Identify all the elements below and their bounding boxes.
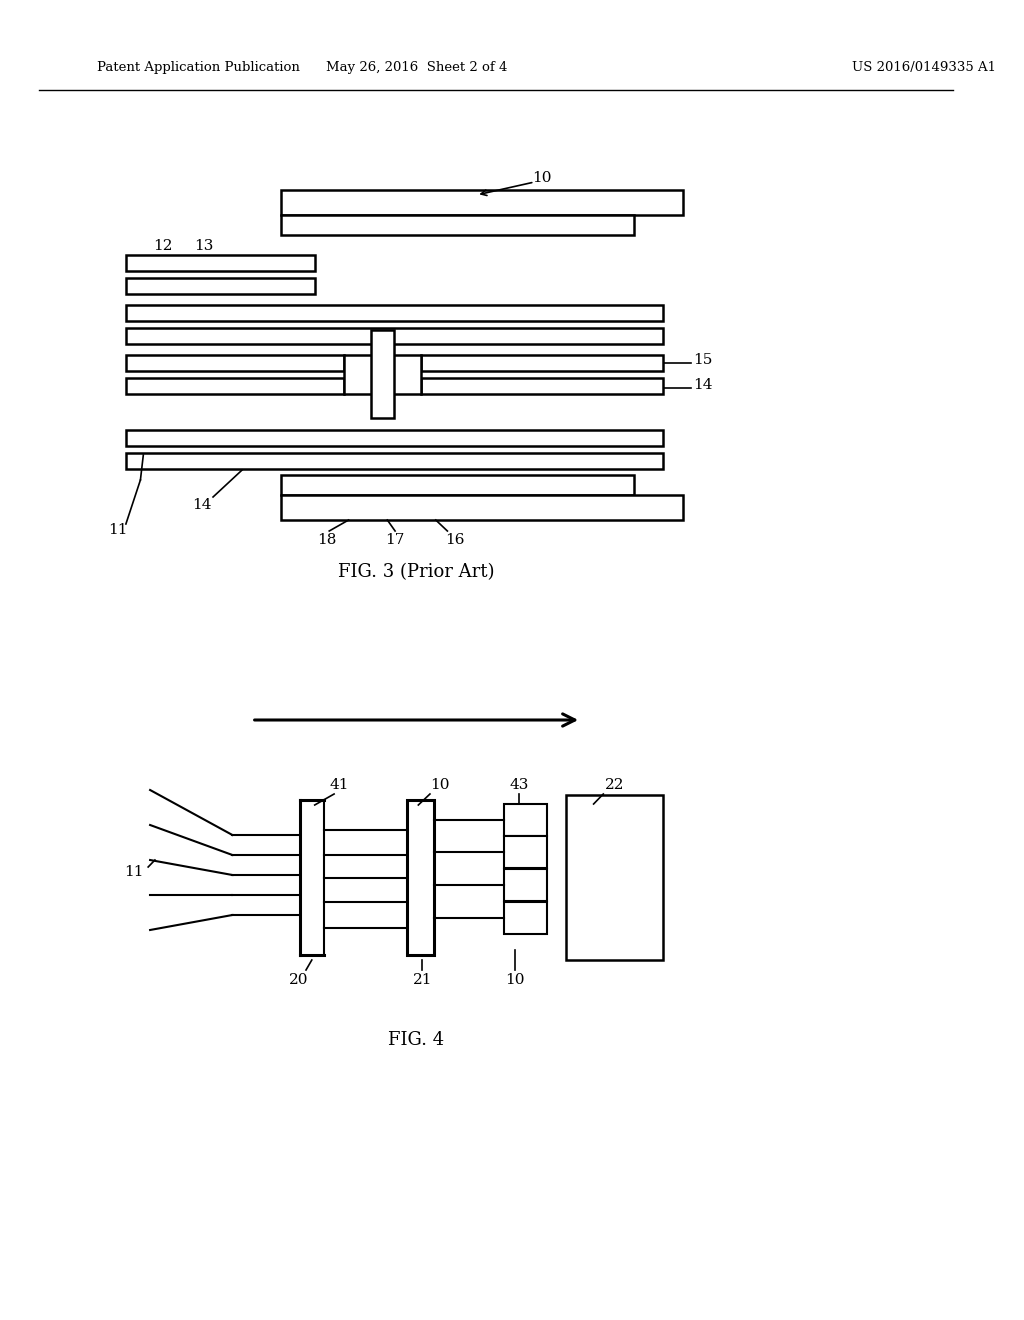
Text: 14: 14 [191, 498, 211, 512]
Text: 15: 15 [693, 352, 713, 367]
Bar [421, 378, 664, 393]
Text: FIG. 4: FIG. 4 [388, 1031, 444, 1049]
Bar [126, 378, 344, 393]
Text: 12: 12 [153, 239, 172, 253]
Text: FIG. 3 (Prior Art): FIG. 3 (Prior Art) [338, 564, 495, 581]
Bar [566, 795, 664, 960]
Bar [504, 804, 547, 836]
Text: 13: 13 [194, 239, 213, 253]
Text: 10: 10 [506, 973, 525, 987]
Bar [504, 836, 547, 869]
Text: 17: 17 [385, 533, 404, 546]
Text: 14: 14 [693, 378, 713, 392]
Bar [126, 355, 344, 371]
Bar [421, 355, 664, 371]
Bar [504, 902, 547, 935]
Text: US 2016/0149335 A1: US 2016/0149335 A1 [852, 62, 996, 74]
Text: 11: 11 [124, 865, 143, 879]
Bar [126, 255, 314, 271]
Bar [126, 430, 664, 446]
Bar [281, 215, 634, 235]
Bar [126, 327, 664, 345]
Text: 41: 41 [329, 777, 349, 792]
Text: 10: 10 [430, 777, 450, 792]
Bar [371, 330, 394, 418]
Text: 18: 18 [317, 533, 337, 546]
Text: 21: 21 [413, 973, 432, 987]
Bar [281, 475, 634, 495]
Text: 11: 11 [109, 523, 128, 537]
Text: 20: 20 [289, 973, 308, 987]
Text: 10: 10 [532, 172, 552, 185]
Text: 16: 16 [445, 533, 465, 546]
Text: 22: 22 [605, 777, 625, 792]
Text: Patent Application Publication: Patent Application Publication [97, 62, 300, 74]
Bar [504, 869, 547, 902]
Bar [407, 800, 434, 954]
Bar [126, 279, 314, 294]
Text: May 26, 2016  Sheet 2 of 4: May 26, 2016 Sheet 2 of 4 [326, 62, 507, 74]
Bar [344, 355, 421, 393]
Bar [281, 495, 683, 520]
Bar [126, 305, 664, 321]
Bar [126, 453, 664, 469]
Text: 43: 43 [509, 777, 528, 792]
Bar [281, 190, 683, 215]
